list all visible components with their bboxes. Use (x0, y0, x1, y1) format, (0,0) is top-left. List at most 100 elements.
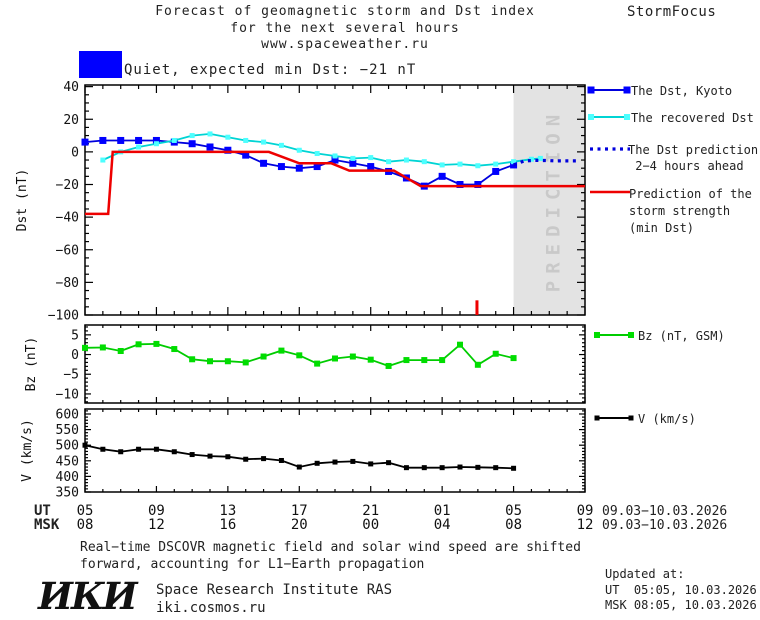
page-title-line1: Forecast of geomagnetic storm and Dst in… (155, 4, 535, 19)
prediction-band-label: PREDICTION (542, 108, 564, 292)
data-point-marker (243, 456, 249, 462)
data-point-marker (135, 341, 142, 348)
data-point-marker (171, 137, 177, 143)
legend-marker-recovered-dst-square (588, 114, 594, 120)
msk-date-range: 09.03−10.03.2026 (602, 518, 728, 533)
series-the-dst-prediction-2-4-hours-ahead (513, 158, 577, 167)
data-point-marker (367, 163, 375, 171)
data-point-marker (474, 361, 481, 368)
data-point-marker (475, 163, 481, 169)
data-point-marker (117, 348, 124, 354)
data-point-marker (368, 155, 374, 161)
data-point-marker (332, 153, 338, 159)
dst-axis-title: Dst (nT) (15, 169, 30, 232)
data-point-marker (511, 159, 517, 165)
data-point-marker (207, 358, 213, 365)
data-point-marker (439, 465, 445, 471)
data-point-marker (439, 162, 445, 168)
data-point-marker (100, 157, 106, 163)
footnote-line1: Real−time DSCOVR magnetic field and sola… (80, 540, 581, 555)
data-point-marker (367, 356, 374, 363)
data-point-marker (278, 142, 284, 148)
data-point-marker (421, 465, 427, 471)
data-point-marker (100, 446, 106, 452)
data-point-marker (368, 461, 374, 467)
ut-hour-label: 01 (434, 503, 451, 519)
data-point-marker (331, 156, 339, 164)
data-point-marker (206, 143, 214, 151)
data-point-marker (386, 460, 392, 466)
data-point-marker (260, 159, 268, 167)
y-tick-label: 600 (56, 407, 79, 422)
data-point-marker (537, 155, 543, 161)
data-point-marker (171, 346, 178, 353)
data-point-marker (189, 452, 195, 458)
data-point-marker (171, 449, 177, 455)
ut-hour-label: 17 (291, 503, 308, 519)
updated-at-ut: UT 05:05, 10.03.2026 (605, 583, 757, 597)
data-point-marker (403, 357, 410, 364)
data-point-marker (438, 172, 446, 180)
legend-marker-v-square (628, 415, 634, 421)
updated-at-title: Updated at: (605, 567, 685, 581)
legend-marker-dst-kyoto-square (587, 86, 595, 94)
data-point-marker (511, 465, 517, 471)
data-point-marker (136, 446, 142, 452)
y-tick-label: 5 (71, 328, 79, 343)
data-point-marker (225, 454, 231, 460)
y-tick-label: 550 (56, 423, 79, 438)
bz-panel-frame (84, 324, 586, 404)
data-point-marker (99, 344, 106, 351)
data-point-marker (314, 460, 320, 466)
msk-hour-label: 00 (362, 517, 379, 533)
data-point-marker (277, 163, 285, 171)
data-point-marker (403, 465, 409, 471)
v-panel-frame (84, 408, 586, 493)
data-point-marker (188, 140, 196, 148)
y-tick-label: 40 (63, 80, 79, 95)
data-point-marker (474, 181, 482, 189)
data-point-marker (153, 340, 160, 347)
msk-hour-label: 12 (577, 517, 594, 533)
ut-hour-label: 05 (77, 503, 94, 519)
site-url: www.spaceweather.ru (261, 37, 429, 52)
institute-site: iki.cosmos.ru (156, 600, 266, 616)
msk-hour-label: 08 (505, 517, 522, 533)
data-point-marker (243, 137, 249, 143)
y-tick-label: 0 (71, 145, 79, 160)
institute-name: Space Research Institute RAS (156, 582, 393, 598)
y-tick-label: 350 (56, 486, 79, 501)
data-point-marker (314, 360, 321, 367)
ut-hour-label: 05 (505, 503, 522, 519)
quiet-status-text: Quiet, expected min Dst: −21 nT (124, 62, 417, 78)
prediction-band (513, 85, 585, 315)
data-point-marker (207, 131, 213, 137)
y-tick-label: −20 (56, 178, 79, 193)
dst-panel-frame (84, 84, 586, 316)
legend-v: V (km/s) (638, 412, 696, 426)
ut-axis-label: UT (34, 503, 51, 519)
page-title-line2: for the next several hours (230, 21, 460, 36)
data-point-marker (99, 136, 107, 144)
data-point-marker (224, 146, 232, 154)
data-point-marker (117, 136, 125, 144)
ut-hour-label: 09 (148, 503, 165, 519)
data-point-marker (295, 164, 303, 172)
ut-date-range: 09.03−10.03.2026 (602, 504, 728, 519)
brand-stormfocus: StormFocus (627, 4, 717, 20)
data-point-marker (457, 341, 463, 348)
data-point-marker (421, 357, 428, 364)
legend-bz: Bz (nT, GSM) (638, 329, 725, 343)
data-point-marker (82, 442, 88, 448)
data-point-marker (332, 355, 338, 362)
data-point-marker (314, 151, 320, 157)
data-point-marker (350, 155, 356, 161)
y-tick-label: 20 (63, 113, 79, 128)
data-point-marker (296, 147, 302, 153)
y-tick-label: −40 (56, 211, 79, 226)
msk-axis-label: MSK (34, 517, 60, 533)
footnote-line2: forward, accounting for L1−Earth propaga… (80, 557, 425, 572)
data-point-marker (278, 457, 284, 463)
